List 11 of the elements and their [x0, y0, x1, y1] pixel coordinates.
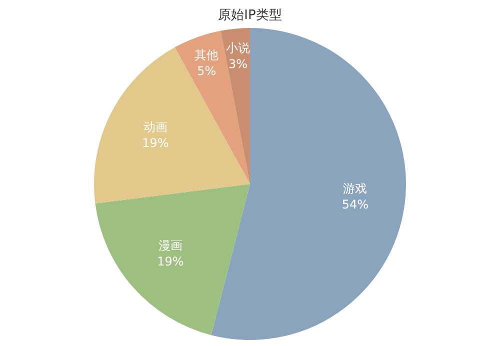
data-label: 3%	[228, 56, 248, 71]
data-label: 54%	[342, 197, 369, 212]
slice-label: 动画	[143, 120, 168, 134]
chart-title: 原始IP类型	[217, 7, 283, 24]
slice-label: 游戏	[343, 181, 368, 196]
slice-label: 其他	[194, 48, 219, 62]
data-label: 19%	[157, 254, 184, 268]
data-label: 19%	[142, 136, 169, 150]
slice-label: 小说	[226, 40, 250, 55]
data-label: 5%	[197, 64, 216, 78]
slice-label: 漫画	[158, 238, 182, 252]
